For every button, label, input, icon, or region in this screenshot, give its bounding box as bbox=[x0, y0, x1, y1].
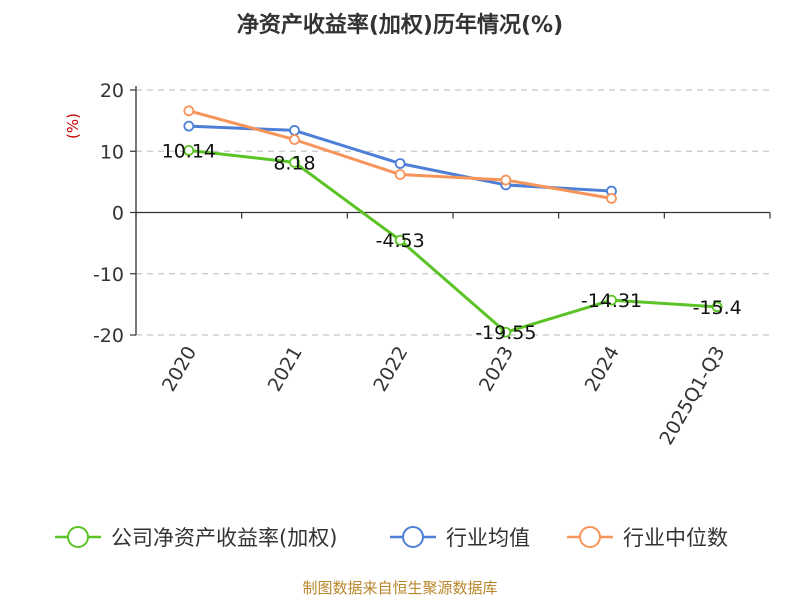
y-tick-label: 20 bbox=[100, 80, 124, 102]
data-point bbox=[394, 158, 406, 169]
series-group bbox=[183, 105, 723, 338]
legend-label: 行业中位数 bbox=[623, 526, 728, 550]
data-point bbox=[289, 125, 300, 136]
axes bbox=[130, 86, 771, 336]
gridlines bbox=[136, 89, 770, 336]
x-tick-labels: 2020 2021 2022 2023 2024 2025Q1-Q3 bbox=[158, 343, 730, 449]
data-label: -19.55 bbox=[475, 322, 536, 344]
legend-label: 公司净资产收益率(加权) bbox=[111, 526, 337, 550]
y-tick-labels: 20 10 0 -10 -20 bbox=[93, 80, 124, 347]
legend-marker bbox=[579, 526, 601, 548]
data-point bbox=[394, 234, 406, 246]
data-point bbox=[606, 193, 617, 204]
legend-label: 行业均值 bbox=[446, 526, 530, 550]
y-tick-label: 0 bbox=[112, 203, 124, 225]
y-tick-label: -10 bbox=[93, 264, 124, 286]
data-labels: 10.14 8.18 -4.53 -19.55 -14.31 -15.4 bbox=[162, 140, 742, 344]
data-label: 8.18 bbox=[273, 152, 315, 174]
x-tick-label: 2021 bbox=[264, 343, 307, 396]
legend-marker bbox=[402, 526, 424, 548]
data-label: 10.14 bbox=[162, 140, 216, 162]
data-point bbox=[183, 120, 195, 132]
data-point bbox=[606, 294, 617, 306]
data-label: -4.53 bbox=[376, 230, 425, 252]
data-point bbox=[289, 134, 300, 146]
legend: 公司净资产收益率(加权) 行业均值 行业中位数 bbox=[55, 526, 728, 550]
data-label: -14.31 bbox=[581, 290, 642, 312]
data-point bbox=[711, 301, 723, 313]
legend-marker bbox=[67, 526, 89, 548]
series-line bbox=[188, 148, 718, 334]
x-tick-label: 2023 bbox=[475, 343, 518, 396]
x-tick-label: 2025Q1-Q3 bbox=[655, 343, 729, 449]
x-tick-label: 2024 bbox=[581, 343, 624, 396]
series-line bbox=[188, 109, 612, 200]
data-point bbox=[500, 174, 512, 186]
data-point bbox=[183, 105, 195, 117]
data-point bbox=[183, 144, 195, 156]
x-tick-label: 2020 bbox=[158, 343, 201, 396]
data-point bbox=[500, 326, 512, 338]
data-label: -15.4 bbox=[693, 297, 742, 319]
y-axis-label: (%) bbox=[64, 113, 82, 139]
chart-title: 净资产收益率(加权)历年情况(%) bbox=[237, 12, 563, 38]
y-tick-label: -20 bbox=[93, 325, 124, 347]
y-tick-label: 10 bbox=[100, 141, 124, 163]
source-note: 制图数据来自恒生聚源数据库 bbox=[302, 579, 497, 597]
x-tick-label: 2022 bbox=[369, 343, 412, 396]
data-point bbox=[394, 169, 406, 180]
data-point bbox=[289, 156, 300, 168]
